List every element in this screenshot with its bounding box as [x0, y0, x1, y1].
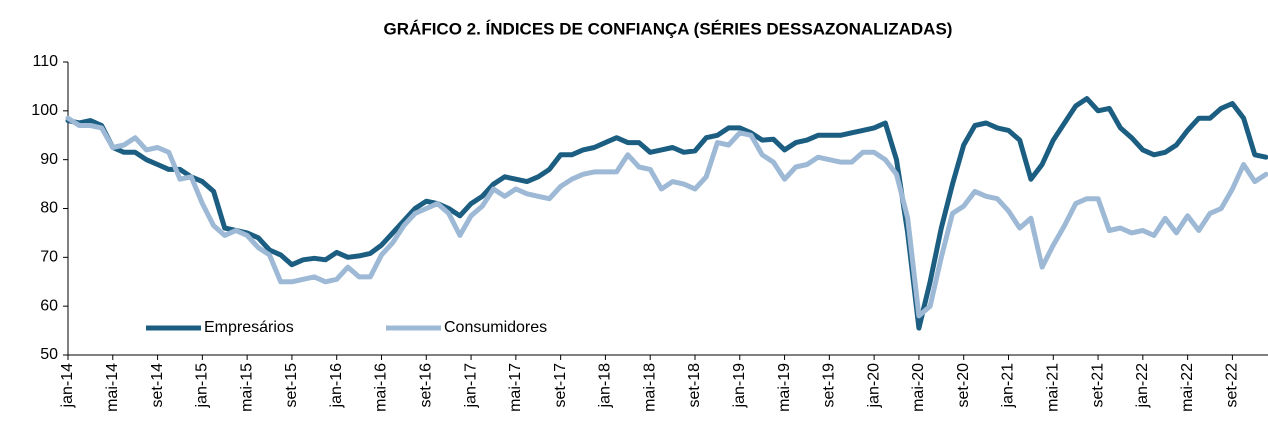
y-tick-label: 60 [40, 297, 58, 314]
legend-label: Consumidores [444, 319, 547, 336]
x-tick-label: jan-16 [328, 363, 345, 409]
x-tick-label: jan-20 [865, 363, 882, 409]
legend-label: Empresários [204, 319, 294, 336]
series-line [65, 96, 1268, 331]
x-tick-label: set-18 [686, 363, 703, 408]
x-tick-label: mai-14 [104, 363, 121, 412]
x-tick-label: mai-22 [1179, 363, 1196, 412]
x-tick-label: jan-17 [462, 363, 479, 409]
x-tick-label: jan-19 [731, 363, 748, 409]
x-tick-label: jan-18 [597, 363, 614, 409]
x-tick-label: jan-15 [194, 363, 211, 409]
x-tick-label: set-19 [821, 363, 838, 408]
x-tick-label: mai-20 [910, 363, 927, 412]
x-tick-label: set-20 [955, 363, 972, 408]
x-tick-label: jan-14 [59, 363, 76, 409]
y-tick-label: 90 [40, 151, 58, 168]
x-tick-label: mai-19 [776, 363, 793, 412]
x-tick-label: set-15 [283, 363, 300, 408]
x-tick-label: mai-21 [1044, 363, 1061, 412]
x-tick-label: jan-22 [1134, 363, 1151, 409]
y-tick-label: 50 [40, 346, 58, 363]
x-tick-label: set-16 [417, 363, 434, 408]
x-tick-label: mai-15 [238, 363, 255, 412]
x-tick-label: mai-17 [507, 363, 524, 412]
y-tick-label: 100 [31, 102, 58, 119]
x-tick-label: mai-16 [373, 363, 390, 412]
x-tick-label: set-22 [1224, 363, 1241, 408]
x-tick-label: set-14 [149, 363, 166, 408]
y-tick-label: 80 [40, 200, 58, 217]
x-tick-label: set-17 [552, 363, 569, 408]
series-line [65, 115, 1268, 319]
y-tick-label: 110 [32, 53, 58, 70]
x-tick-label: set-21 [1089, 363, 1106, 408]
x-tick-label: mai-18 [641, 363, 658, 412]
y-tick-label: 70 [40, 249, 58, 266]
x-tick-label: jan-21 [1000, 363, 1017, 409]
chart-title: GRÁFICO 2. ÍNDICES DE CONFIANÇA (SÉRIES … [384, 19, 953, 38]
